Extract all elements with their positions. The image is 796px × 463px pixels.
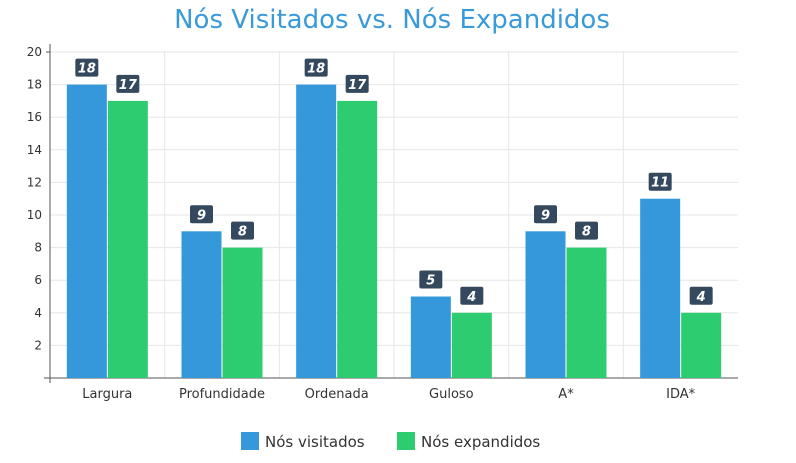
data-label: 17 xyxy=(348,78,367,93)
y-tick-label: 4 xyxy=(34,306,42,320)
y-tick-label: 2 xyxy=(34,338,42,352)
legend-label[interactable]: Nós expandidos xyxy=(421,433,540,451)
data-label-box xyxy=(689,286,713,305)
bar[interactable] xyxy=(410,296,451,379)
bar[interactable] xyxy=(107,100,148,379)
bar[interactable] xyxy=(566,247,607,378)
data-labels: 18 17 9 8 18 17 5 4 9 8 11 4 xyxy=(75,58,713,305)
legend-swatch[interactable] xyxy=(397,432,415,450)
legend: Nós visitados Nós expandidos xyxy=(241,432,540,451)
y-tick-label: 6 xyxy=(34,273,42,287)
data-label-box xyxy=(648,172,672,191)
data-label: 18 xyxy=(78,62,96,77)
data-label-box xyxy=(460,286,484,305)
data-label-box xyxy=(419,270,443,289)
bar[interactable] xyxy=(296,84,337,378)
data-label: 17 xyxy=(119,78,138,93)
y-tick-label: 20 xyxy=(27,45,42,59)
data-label-box xyxy=(116,74,140,93)
data-label: 11 xyxy=(651,176,669,191)
x-tick-label: A* xyxy=(558,387,574,402)
data-label: 9 xyxy=(541,208,550,223)
bar[interactable] xyxy=(222,247,263,378)
data-label: 8 xyxy=(238,225,247,240)
chart-title: Nós Visitados vs. Nós Expandidos xyxy=(174,5,610,35)
bar[interactable] xyxy=(451,312,492,378)
x-tick-label: IDA* xyxy=(666,387,696,402)
data-label-box xyxy=(75,58,99,77)
legend-label[interactable]: Nós visitados xyxy=(265,433,365,451)
data-label-box xyxy=(190,205,213,224)
x-tick-label: Guloso xyxy=(429,387,474,402)
data-label: 4 xyxy=(466,290,476,305)
y-tick-label: 18 xyxy=(27,78,42,92)
data-label: 4 xyxy=(696,290,706,305)
bar[interactable] xyxy=(681,312,722,378)
y-tick-label: 12 xyxy=(27,175,42,189)
x-tick-label: Ordenada xyxy=(305,387,369,402)
bar[interactable] xyxy=(640,198,681,378)
axes: 2 4 6 8 10 12 14 16 18 20 Largura Profundidade Orden… xyxy=(27,44,738,402)
x-tick-label: Largura xyxy=(82,387,132,402)
bar[interactable] xyxy=(181,231,222,378)
data-label: 9 xyxy=(197,208,206,223)
y-tick-label: 14 xyxy=(27,143,42,157)
data-label-box xyxy=(575,221,598,240)
y-tick-label: 16 xyxy=(27,110,42,124)
data-label-box xyxy=(345,74,369,93)
bar[interactable] xyxy=(337,100,378,379)
data-label-box xyxy=(304,58,328,77)
data-label-box xyxy=(534,205,557,224)
bars xyxy=(66,84,722,379)
bar[interactable] xyxy=(66,84,107,378)
grid-lines xyxy=(50,51,738,378)
data-label: 18 xyxy=(307,62,325,77)
x-tick-label: Profundidade xyxy=(179,387,265,402)
bar[interactable] xyxy=(525,231,566,378)
data-label: 5 xyxy=(426,274,435,289)
data-label-box xyxy=(231,221,254,240)
legend-swatch[interactable] xyxy=(241,432,259,450)
y-tick-label: 8 xyxy=(34,241,42,255)
y-tick-label: 10 xyxy=(27,208,42,222)
data-label: 8 xyxy=(582,225,591,240)
